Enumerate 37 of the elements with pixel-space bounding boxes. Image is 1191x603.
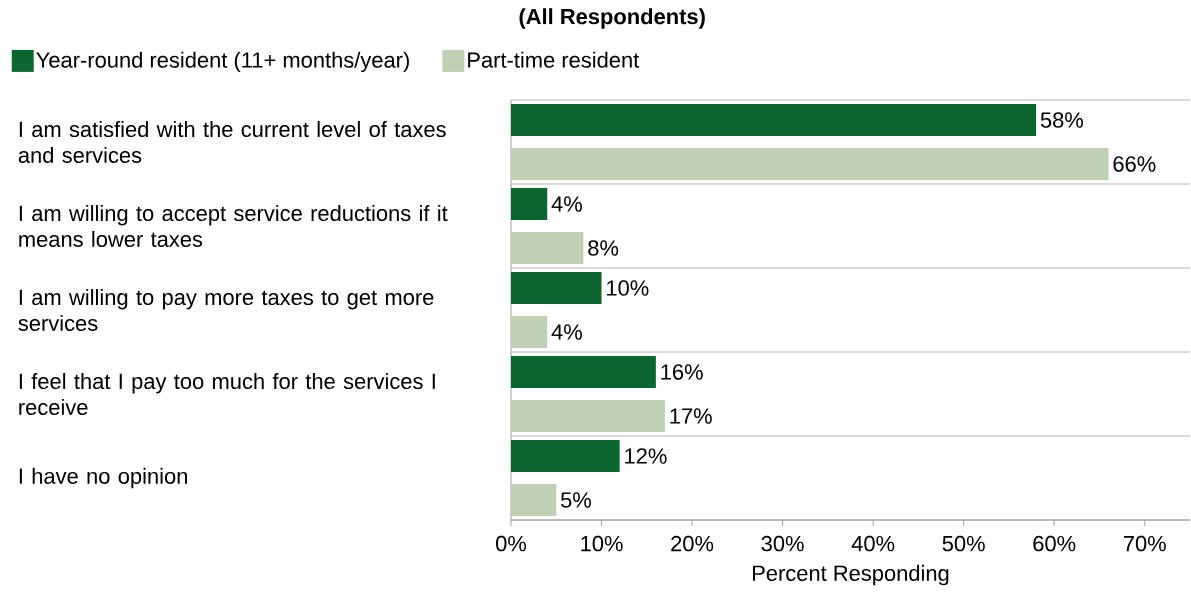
data-label: 10%	[607, 280, 649, 296]
bar	[511, 484, 557, 516]
y-tick-label: I am willing to accept service reductions if it means lower taxes	[19, 205, 448, 248]
data-label: 4%	[551, 324, 582, 340]
bar	[511, 272, 602, 304]
y-tick-label: I feel that I pay too much for the services I receive	[19, 373, 435, 416]
bar	[511, 104, 1037, 136]
data-label: 5%	[560, 492, 591, 508]
bar	[511, 400, 665, 432]
x-tick-label: 20%	[671, 535, 714, 552]
bar	[511, 148, 1109, 180]
x-tick-label: 30%	[761, 535, 804, 552]
data-label: 8%	[588, 240, 619, 256]
x-axis-title: Percent Responding	[752, 564, 949, 586]
data-label: 16%	[661, 364, 703, 380]
data-label: 58%	[1040, 112, 1084, 128]
legend-label: Year-round resident (11+ months/year)	[36, 51, 409, 73]
bar	[511, 232, 584, 264]
chart-title: (All Respondents)	[519, 8, 705, 29]
x-tick-label: 50%	[942, 535, 985, 552]
x-tick-label: 0%	[496, 535, 527, 552]
y-tick-label: I have no opinion	[19, 467, 187, 489]
x-tick-label: 10%	[581, 535, 623, 552]
y-tick-label: I am willing to pay more taxes to get more services	[18, 289, 434, 332]
y-tick-label: I am satisfied with the current level of taxes and services	[18, 121, 446, 164]
data-label: 66%	[1113, 156, 1156, 172]
legend-label: Part-time resident	[468, 51, 640, 68]
x-tick-label: 70%	[1123, 535, 1166, 552]
bar	[511, 356, 656, 388]
x-tick-label: 60%	[1033, 535, 1076, 552]
bar	[511, 440, 620, 472]
bar	[511, 316, 548, 348]
data-label: 4%	[551, 196, 582, 212]
data-label: 12%	[625, 448, 667, 464]
bar	[511, 188, 548, 220]
data-label: 17%	[670, 408, 712, 424]
x-tick-label: 40%	[851, 535, 895, 552]
